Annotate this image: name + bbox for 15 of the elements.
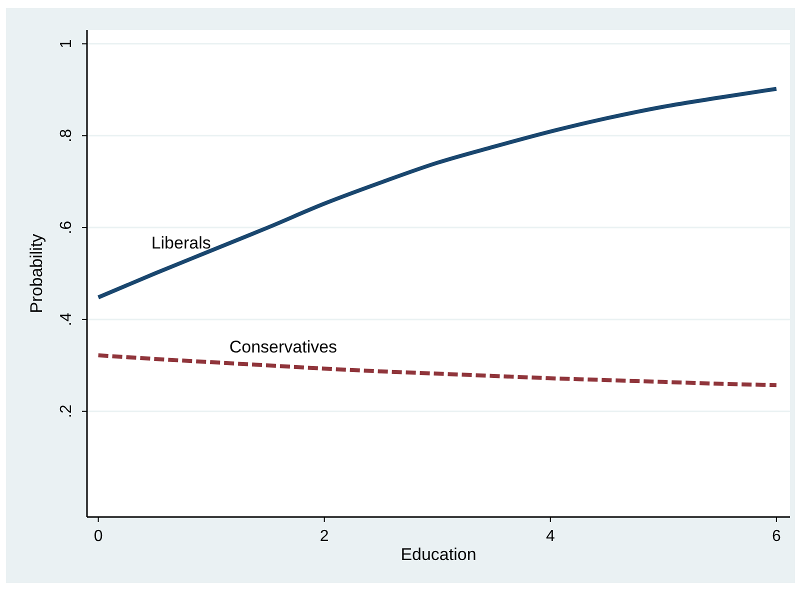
x-tick-label: 2 (320, 528, 329, 545)
series-label: Liberals (151, 234, 211, 253)
y-tick-label: .4 (58, 312, 75, 326)
y-tick-label: .8 (58, 128, 75, 142)
y-tick-label: .2 (58, 404, 75, 418)
y-tick-label: .6 (58, 220, 75, 234)
y-axis-title: Probability (27, 233, 46, 314)
series-label: Conservatives (229, 338, 338, 357)
line-series (96, 86, 778, 300)
x-tick-label: 6 (772, 528, 781, 545)
y-tick-label: 1 (58, 39, 75, 48)
x-tick-label: 0 (94, 528, 103, 545)
line-series (96, 353, 778, 388)
x-axis-title: Education (400, 545, 476, 564)
x-tick-label: 4 (546, 528, 555, 545)
